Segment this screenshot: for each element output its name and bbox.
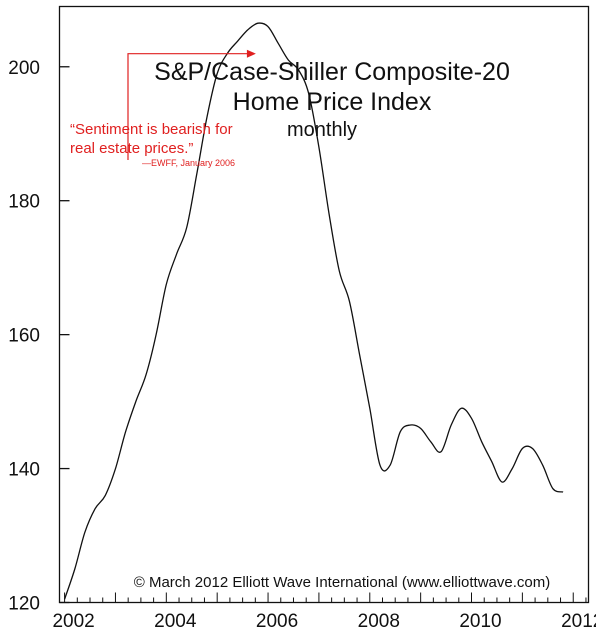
y-tick-label: 120 bbox=[8, 594, 40, 615]
annotation-arrowhead bbox=[246, 49, 256, 58]
x-tick-label: 2010 bbox=[459, 611, 501, 632]
y-tick-label: 200 bbox=[8, 58, 40, 79]
x-tick-label: 2008 bbox=[358, 611, 400, 632]
annotation-quote-line-1: “Sentiment is bearish for bbox=[70, 121, 233, 138]
x-tick-label: 2002 bbox=[52, 611, 94, 632]
price-index-line bbox=[63, 22, 564, 600]
y-tick-label: 140 bbox=[8, 460, 40, 481]
plot-frame bbox=[58, 5, 590, 604]
y-tick-label: 180 bbox=[8, 192, 40, 213]
chart-title-line-2: Home Price Index bbox=[233, 88, 432, 116]
annotation-source: —EWFF, January 2006 bbox=[142, 158, 235, 168]
annotation-quote-line-2: real estate prices.” bbox=[70, 140, 193, 157]
y-axis: 120 140 160 180 200 bbox=[8, 58, 70, 615]
copyright-notice: © March 2012 Elliott Wave International … bbox=[134, 574, 551, 591]
sentiment-annotation: “Sentiment is bearish for real estate pr… bbox=[70, 49, 256, 168]
x-axis: 2002 2004 2006 2008 2010 2012 bbox=[52, 592, 596, 632]
chart-title-line-1: S&P/Case-Shiller Composite-20 bbox=[154, 58, 510, 86]
chart-subtitle: monthly bbox=[287, 119, 357, 141]
annotation-arrow bbox=[127, 53, 249, 160]
x-tick-label: 2004 bbox=[154, 611, 197, 632]
y-tick-label: 160 bbox=[8, 326, 40, 347]
x-tick-label: 2012 bbox=[561, 611, 596, 632]
x-tick-label: 2006 bbox=[256, 611, 298, 632]
